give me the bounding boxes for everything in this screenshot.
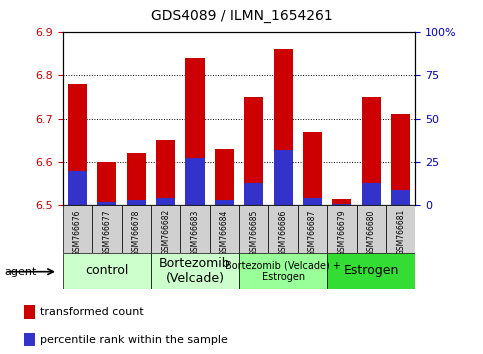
- Bar: [239, 253, 327, 289]
- Bar: [239, 205, 269, 253]
- Text: percentile rank within the sample: percentile rank within the sample: [40, 335, 228, 344]
- Bar: [362, 183, 381, 205]
- Text: Bortezomib
(Velcade): Bortezomib (Velcade): [159, 257, 231, 285]
- Text: GSM766681: GSM766681: [396, 209, 405, 255]
- Bar: [24, 306, 35, 319]
- Bar: [362, 97, 381, 205]
- Bar: [68, 171, 87, 205]
- Text: agent: agent: [5, 267, 37, 277]
- Text: GSM766677: GSM766677: [102, 209, 112, 256]
- Text: GSM766680: GSM766680: [367, 209, 376, 256]
- Bar: [215, 200, 234, 205]
- Text: GSM766676: GSM766676: [73, 209, 82, 256]
- Bar: [391, 190, 410, 205]
- Bar: [151, 205, 180, 253]
- Bar: [210, 205, 239, 253]
- Bar: [156, 198, 175, 205]
- Text: GSM766684: GSM766684: [220, 209, 229, 256]
- Text: GDS4089 / ILMN_1654261: GDS4089 / ILMN_1654261: [151, 9, 332, 23]
- Bar: [356, 205, 386, 253]
- Bar: [63, 205, 92, 253]
- Bar: [269, 205, 298, 253]
- Bar: [68, 84, 87, 205]
- Text: GSM766685: GSM766685: [249, 209, 258, 256]
- Text: Estrogen: Estrogen: [343, 264, 399, 277]
- Bar: [244, 97, 263, 205]
- Bar: [97, 162, 116, 205]
- Bar: [303, 198, 322, 205]
- Bar: [63, 253, 151, 289]
- Text: GSM766682: GSM766682: [161, 209, 170, 255]
- Bar: [127, 153, 146, 205]
- Bar: [273, 150, 293, 205]
- Bar: [327, 205, 356, 253]
- Text: GSM766686: GSM766686: [279, 209, 288, 256]
- Bar: [332, 199, 352, 205]
- Bar: [151, 253, 239, 289]
- Bar: [185, 58, 205, 205]
- Bar: [215, 149, 234, 205]
- Bar: [24, 333, 35, 347]
- Bar: [127, 200, 146, 205]
- Text: GSM766679: GSM766679: [338, 209, 346, 256]
- Bar: [303, 132, 322, 205]
- Bar: [97, 202, 116, 205]
- Bar: [180, 205, 210, 253]
- Bar: [298, 205, 327, 253]
- Bar: [244, 183, 263, 205]
- Bar: [391, 114, 410, 205]
- Text: GSM766683: GSM766683: [190, 209, 199, 256]
- Text: transformed count: transformed count: [40, 307, 144, 317]
- Bar: [386, 205, 415, 253]
- Bar: [273, 49, 293, 205]
- Bar: [122, 205, 151, 253]
- Text: Bortezomib (Velcade) +
Estrogen: Bortezomib (Velcade) + Estrogen: [225, 260, 341, 282]
- Text: GSM766687: GSM766687: [308, 209, 317, 256]
- Bar: [185, 159, 205, 205]
- Text: GSM766678: GSM766678: [132, 209, 141, 256]
- Bar: [156, 140, 175, 205]
- Text: control: control: [85, 264, 128, 277]
- Bar: [332, 204, 352, 205]
- Bar: [92, 205, 122, 253]
- Bar: [327, 253, 415, 289]
